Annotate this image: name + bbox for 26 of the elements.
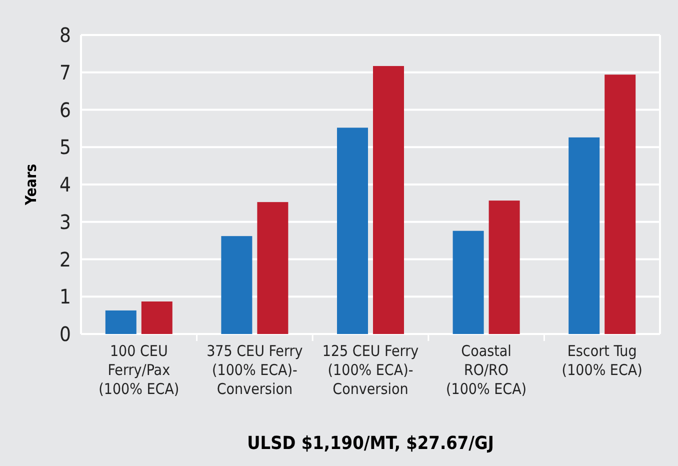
bar (568, 137, 600, 334)
y-tick-label: 6 (60, 98, 71, 122)
x-tick-label: 125 CEU Ferry (100% ECA)- Conversion (322, 342, 419, 398)
y-tick-label: 4 (60, 172, 71, 196)
bar (604, 74, 636, 334)
bar (257, 202, 288, 334)
x-axis-title: ULSD $1,190/MT, $27.67/GJ (247, 433, 494, 454)
y-tick-label: 1 (60, 284, 71, 309)
y-tick-label: 5 (60, 135, 71, 160)
y-axis-title: Years (22, 164, 40, 206)
bar (373, 66, 404, 334)
x-tick-label: Escort Tug (100% ECA) (562, 342, 642, 379)
y-tick-label: 0 (60, 322, 71, 346)
bar (337, 128, 368, 334)
x-tick-label: 100 CEU Ferry/Pax (100% ECA) (98, 342, 180, 398)
bar (221, 236, 252, 334)
bar (105, 310, 136, 334)
y-tick-label: 2 (60, 247, 71, 272)
x-tick-label: Coastal RO/RO (100% ECA) (446, 342, 527, 398)
y-tick-label: 8 (60, 23, 71, 47)
y-tick-label: 3 (60, 210, 71, 234)
y-tick-label: 7 (60, 60, 71, 84)
bar (141, 301, 172, 334)
bar (452, 230, 484, 334)
bar (488, 200, 520, 334)
x-tick-label: 375 CEU Ferry (100% ECA)- Conversion (206, 342, 303, 398)
